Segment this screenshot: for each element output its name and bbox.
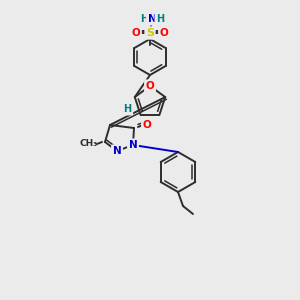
Text: H: H	[124, 104, 132, 114]
Text: O: O	[142, 120, 152, 130]
Text: S: S	[146, 28, 154, 38]
Text: O: O	[160, 28, 168, 38]
Text: H: H	[140, 14, 148, 24]
Text: CH₃: CH₃	[80, 140, 98, 148]
Text: H: H	[156, 14, 164, 24]
Text: N: N	[129, 140, 137, 150]
Text: O: O	[146, 81, 154, 91]
Text: O: O	[132, 28, 140, 38]
Text: N: N	[112, 146, 122, 156]
Text: N: N	[148, 14, 156, 24]
